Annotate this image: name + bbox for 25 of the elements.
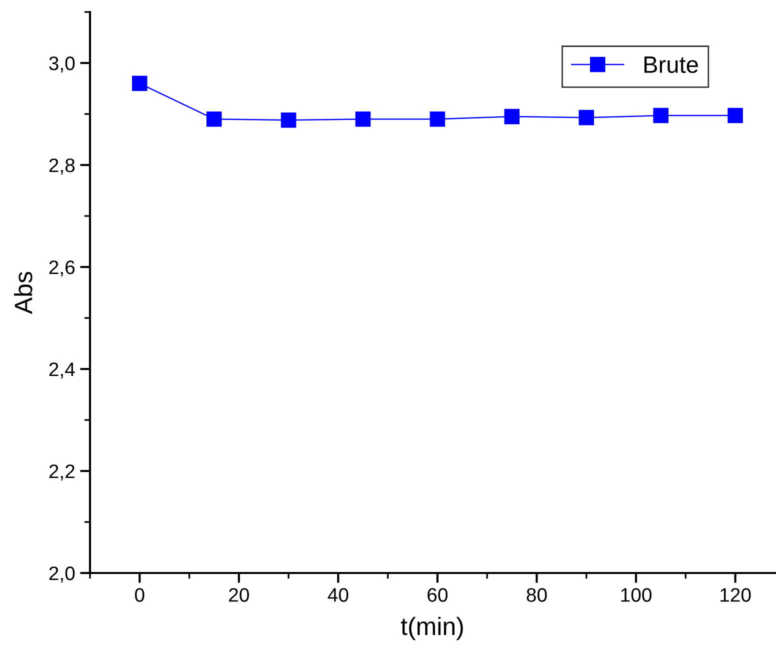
point — [728, 108, 743, 124]
y-tick-label: 2,0 — [49, 566, 75, 583]
y-tick-label: 2,4 — [49, 362, 75, 379]
x-tick-label: 80 — [526, 588, 547, 602]
x-tick-label: 100 — [621, 588, 652, 602]
y-tick-label: 2,6 — [49, 260, 75, 277]
point — [206, 111, 222, 127]
x-tick-label: 120 — [720, 588, 751, 602]
x-tick-label: 40 — [328, 588, 348, 602]
point — [132, 76, 148, 92]
y-tick-label: 3,0 — [49, 56, 75, 73]
point — [653, 108, 668, 124]
point — [578, 110, 594, 126]
y-tick-label: 2,8 — [49, 158, 75, 175]
x-tick-label: 0 — [134, 588, 144, 602]
point — [430, 111, 446, 127]
x-tick-label: 60 — [428, 588, 448, 602]
point — [280, 112, 296, 128]
x-tick-label: 20 — [229, 588, 249, 602]
y-axis-title: Abs — [14, 272, 32, 314]
y-tick-label: 2,2 — [49, 464, 74, 481]
point — [355, 111, 371, 127]
legend-label: Brute — [644, 56, 698, 74]
point — [504, 108, 520, 124]
x-axis-title: t(min) — [400, 616, 463, 640]
